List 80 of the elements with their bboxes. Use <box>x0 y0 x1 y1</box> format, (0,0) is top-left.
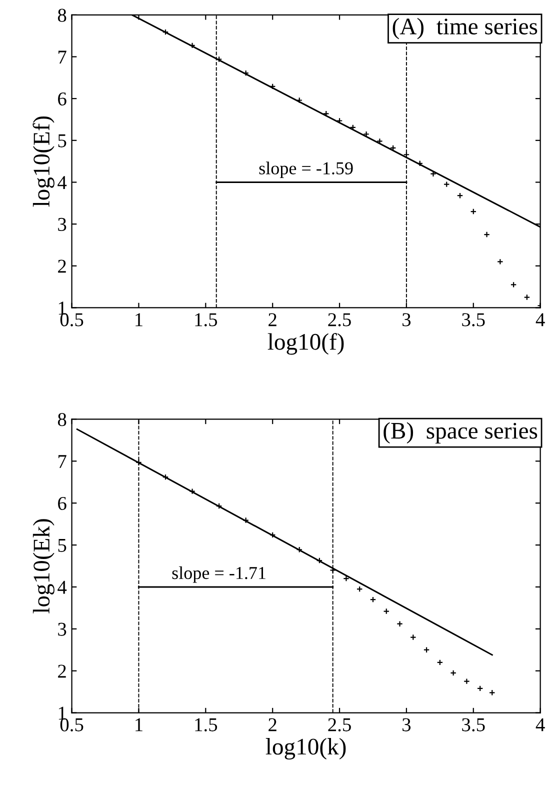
point <box>403 151 410 158</box>
y-tick-label: 3 <box>58 622 66 636</box>
x-tick-label: 0.5 <box>60 718 84 732</box>
y-tick-label: 1 <box>58 302 66 314</box>
point <box>484 231 490 238</box>
point <box>189 42 196 49</box>
annotation: slope = -1.59 <box>259 162 353 178</box>
chart-title: (A) time series <box>392 18 538 40</box>
point <box>510 282 517 288</box>
y-axis-title: log10(Ek) <box>32 519 54 614</box>
y-tick-label: 8 <box>58 413 66 426</box>
point <box>216 502 222 510</box>
y-axis-title: log10(Ef) <box>32 116 54 207</box>
point <box>383 608 390 614</box>
point <box>470 208 477 215</box>
annotation: slope = -1.71 <box>172 566 266 583</box>
x-tick-label: 3 <box>402 718 411 732</box>
y-tick-label: 6 <box>58 496 66 510</box>
point <box>356 586 363 592</box>
y-tick-label: 5 <box>58 134 66 148</box>
point <box>488 689 496 696</box>
point <box>497 258 504 265</box>
x-axis-title: log10(f) <box>268 332 344 355</box>
point <box>216 56 222 62</box>
x-axis-title: log10(k) <box>266 738 346 760</box>
x-tick-label: 4 <box>536 718 545 732</box>
y-tick-label: 5 <box>58 539 66 552</box>
y-tick-label: 4 <box>58 580 67 594</box>
y-tick-label: 2 <box>58 664 66 678</box>
x-tick-label: 3.5 <box>462 313 485 326</box>
x-tick-label: 2 <box>268 313 276 326</box>
point <box>416 160 423 167</box>
point <box>436 659 444 666</box>
x-tick-label: 3.5 <box>462 718 485 732</box>
point <box>450 670 456 676</box>
x-tick-label: 3 <box>402 313 411 326</box>
point <box>162 28 169 36</box>
point <box>396 620 403 628</box>
x-tick-label: 2 <box>268 718 276 732</box>
point <box>330 567 336 574</box>
x-tick-label: 2.5 <box>328 718 351 732</box>
point <box>316 557 323 564</box>
point <box>269 83 276 90</box>
point <box>363 130 370 138</box>
point <box>524 294 530 300</box>
point <box>336 118 343 124</box>
point <box>269 532 276 538</box>
x-tick-label: 0.5 <box>60 313 84 326</box>
point <box>423 646 430 654</box>
y-tick-label: 7 <box>58 455 66 468</box>
point <box>242 70 249 76</box>
point <box>162 474 169 480</box>
point <box>410 634 416 640</box>
point <box>370 596 376 603</box>
y-tick-label: 3 <box>58 218 66 231</box>
x-tick-label: 1.5 <box>195 718 218 732</box>
point <box>296 546 303 553</box>
chart-title: (B) space series <box>384 422 538 444</box>
point <box>443 181 450 188</box>
point <box>189 488 196 494</box>
y-tick-label: 2 <box>58 260 66 273</box>
point <box>322 110 330 117</box>
x-tick-label: 1 <box>136 718 142 732</box>
point <box>296 97 303 104</box>
point <box>242 517 249 524</box>
y-tick-label: 6 <box>58 92 66 106</box>
point <box>476 685 484 692</box>
x-tick-label: 1.5 <box>195 313 218 326</box>
x-tick-label: 2.5 <box>328 313 351 326</box>
x-tick-label: 1 <box>136 313 142 326</box>
y-tick-label: 1 <box>58 706 66 720</box>
y-tick-label: 8 <box>58 8 66 22</box>
point <box>464 678 470 684</box>
point <box>343 575 350 582</box>
x-tick-label: 4 <box>536 313 545 326</box>
point <box>136 459 142 466</box>
point <box>430 170 436 178</box>
point <box>456 192 464 199</box>
y-tick-label: 7 <box>58 50 66 64</box>
y-tick-label: 4 <box>58 176 67 189</box>
